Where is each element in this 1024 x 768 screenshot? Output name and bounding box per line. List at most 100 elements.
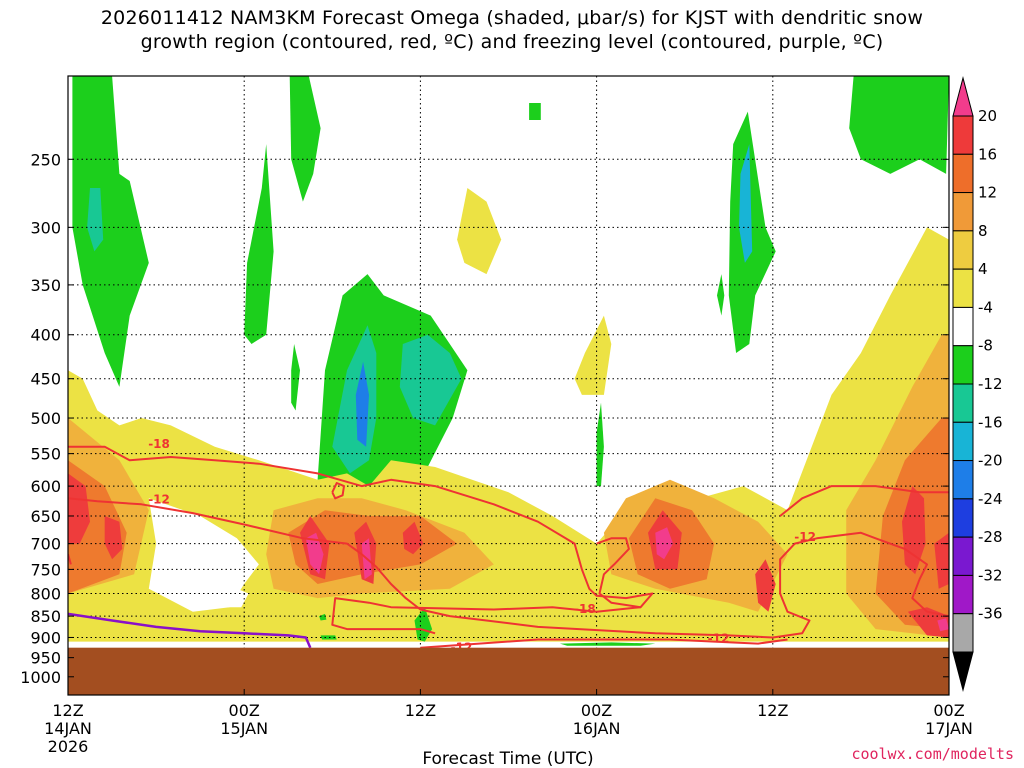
- dgz-contour-6: [420, 638, 788, 649]
- colorbar-bottom-arrow: [952, 651, 974, 692]
- colorbar-label-8: -16: [978, 413, 1003, 431]
- y-tick-label-550: 550: [30, 445, 61, 464]
- x-tick-label-60-1: 17JAN: [925, 719, 973, 738]
- colorbar-swatch-9: [952, 421, 974, 462]
- colorbar-label-5: -4: [978, 298, 993, 316]
- colorbar-label-7: -12: [978, 375, 1003, 393]
- x-tick-label-0-1: 14JAN: [44, 719, 92, 738]
- ground-layer: [68, 647, 949, 695]
- y-tick-label-250: 250: [30, 150, 61, 169]
- dgz-contour-1: [68, 497, 949, 639]
- y-axis-ticks: 250 300 350 400 450 500 550 600 650 700 750 800 850 9…: [20, 150, 949, 687]
- omega-region-36: [305, 532, 324, 575]
- dgz-contour-5: [331, 482, 345, 500]
- omega-region-0: [72, 76, 149, 387]
- x-tick-label-24-0: 12Z: [405, 701, 436, 720]
- colorbar-swatch-8: [952, 383, 974, 423]
- colorbar-label-4: 4: [978, 260, 988, 278]
- contour-label-0: -18: [148, 437, 170, 451]
- colorbar-swatch-6: [952, 306, 974, 347]
- omega-region-1: [87, 188, 104, 252]
- omega-region-33: [902, 486, 926, 575]
- y-tick-label-450: 450: [30, 370, 61, 389]
- x-tick-label-60-0: 00Z: [933, 701, 964, 720]
- x-tick-label-12-0: 00Z: [229, 701, 260, 720]
- y-tick-label-650: 650: [30, 507, 61, 526]
- omega-spot-1: [320, 635, 337, 640]
- colorbar-label-11: -28: [978, 528, 1003, 546]
- omega-region-30: [402, 521, 424, 555]
- omega-region-3: [289, 76, 321, 202]
- x-tick-label-48-0: 12Z: [757, 701, 788, 720]
- plot-frame: [67, 75, 950, 696]
- colorbar-label-13: -36: [978, 605, 1003, 623]
- x-tick-label-36-1: 16JAN: [573, 719, 621, 738]
- y-tick-label-900: 900: [30, 628, 61, 647]
- x-tick-label-0-0: 12Z: [52, 701, 83, 720]
- colorbar-swatch-3: [952, 192, 974, 232]
- ground-fill: [68, 647, 949, 695]
- y-tick-label-750: 750: [30, 560, 61, 579]
- y-tick-label-600: 600: [30, 477, 61, 496]
- omega-spot-3: [559, 642, 656, 646]
- y-tick-label-1000: 1000: [20, 668, 61, 687]
- colorbar-swatch-11: [952, 498, 974, 538]
- omega-region-9: [529, 103, 541, 120]
- colorbar-label-6: -8: [978, 337, 993, 355]
- colorbar-top-arrow: [952, 76, 974, 117]
- y-tick-label-700: 700: [30, 535, 61, 554]
- colorbar-swatch-1: [952, 115, 974, 155]
- colorbar-label-10: -24: [978, 490, 1003, 508]
- colorbar-swatch-13: [952, 574, 974, 615]
- omega-region-8: [291, 344, 300, 411]
- colorbar-swatch-10: [952, 460, 974, 500]
- omega-region-38: [655, 527, 673, 560]
- omega-region-2: [244, 144, 274, 344]
- colorbar-label-9: -20: [978, 452, 1003, 470]
- x-tick-label-0-2: 2026: [48, 737, 89, 756]
- omega-region-13: [849, 76, 949, 174]
- contour-label-5: -12: [794, 530, 816, 544]
- omega-region-32: [755, 559, 776, 612]
- freezing-level-contour-0: [68, 612, 312, 649]
- contour-label-4: -12: [708, 632, 730, 646]
- y-tick-label-350: 350: [30, 276, 61, 295]
- y-tick-label-400: 400: [30, 326, 61, 345]
- omega-region-14: [717, 274, 725, 316]
- y-tick-label-300: 300: [30, 218, 61, 237]
- contour-label-1: -12: [148, 493, 170, 507]
- colorbar: 20 16 12 8 4 -4 -8 -12 -16 -20 -24 -28 -32 -36: [952, 76, 1003, 692]
- x-tick-label-12-1: 15JAN: [220, 719, 268, 738]
- dgz-contour-0: [68, 445, 654, 635]
- omega-region-6: [399, 334, 462, 426]
- chart-title: 2026011412 NAM3KM Forecast Omega (shaded…: [0, 6, 1024, 54]
- neutral-region-0: [148, 498, 259, 612]
- dgz-contour-4: [779, 485, 949, 517]
- colorbar-label-0: 20: [978, 107, 997, 125]
- omega-region-39: [937, 618, 949, 632]
- chart-title-line2: growth region (contoured, red, ºC) and f…: [140, 31, 884, 53]
- dgz-contour-3: [596, 537, 641, 609]
- chart-title-line1: 2026011412 NAM3KM Forecast Omega (shaded…: [100, 7, 924, 29]
- omega-region-27: [104, 516, 123, 560]
- x-tick-label-36-0: 00Z: [581, 701, 612, 720]
- colorbar-swatch-14: [952, 613, 974, 653]
- omega-region-34: [934, 532, 949, 589]
- colorbar-label-2: 12: [978, 184, 997, 202]
- omega-spot-2: [414, 607, 433, 642]
- neutral-region-1: [192, 584, 249, 608]
- omega-region-26: [68, 473, 90, 544]
- colorbar-swatch-12: [952, 536, 974, 576]
- contour-lines: -18-12-18-12-12-12: [68, 437, 949, 655]
- y-tick-label-500: 500: [30, 409, 61, 428]
- colorbar-label-3: 8: [978, 222, 988, 240]
- y-tick-label-800: 800: [30, 584, 61, 603]
- colorbar-label-12: -32: [978, 566, 1003, 584]
- omega-region-17: [574, 315, 612, 395]
- contour-label-2: -18: [574, 602, 596, 616]
- y-tick-label-950: 950: [30, 649, 61, 668]
- y-tick-label-850: 850: [30, 607, 61, 626]
- credit-text: coolwx.com/modelts: [851, 745, 1014, 763]
